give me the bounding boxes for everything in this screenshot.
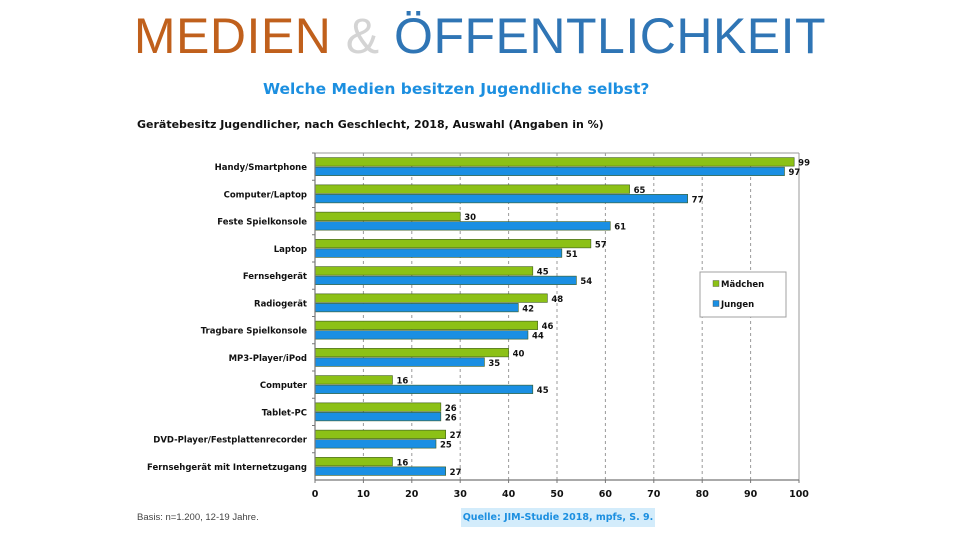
bars: [314, 157, 795, 476]
value-label: 97: [788, 168, 800, 178]
x-tick-label: 90: [744, 489, 758, 500]
value-label: 54: [580, 277, 592, 287]
chart-heading: Welche Medien besitzen Jugendliche selbs…: [263, 80, 650, 98]
x-axis: 0 10 20 30 40 50 60 70 80 90 100: [312, 152, 809, 500]
value-label: 77: [692, 195, 704, 205]
legend: Mädchen Jungen: [699, 271, 787, 318]
value-label: 35: [488, 359, 500, 369]
category-label: Radiogerät: [254, 299, 307, 309]
basis-note: Basis: n=1.200, 12-19 Jahre.: [137, 512, 259, 523]
slide-title-oeffentlichkeit: ÖFFENTLICHKEIT: [394, 8, 827, 64]
bar-jungen: [314, 166, 785, 176]
bar-maedchen: [314, 429, 446, 439]
value-label: 25: [440, 441, 452, 451]
bar-jungen: [314, 221, 611, 231]
bar-jungen: [314, 248, 563, 258]
bar-maedchen: [314, 184, 630, 194]
value-label: 65: [634, 186, 646, 196]
legend-label-maedchen: Mädchen: [721, 280, 764, 290]
category-label: Tablet-PC: [262, 408, 307, 418]
source-note: Quelle: JIM-Studie 2018, mpfs, S. 9.: [461, 508, 655, 527]
value-label: 42: [522, 304, 534, 314]
chart-title: Gerätebesitz Jugendlicher, nach Geschlec…: [137, 118, 604, 131]
x-tick-label: 70: [647, 489, 661, 500]
category-label: Computer/Laptop: [224, 190, 307, 200]
value-label: 45: [537, 268, 549, 278]
category-label: MP3-Player/iPod: [229, 354, 307, 364]
value-label: 48: [551, 295, 563, 305]
bar-maedchen: [314, 375, 393, 385]
value-label: 30: [464, 213, 476, 223]
value-label: 16: [396, 377, 408, 387]
value-label: 45: [537, 386, 549, 396]
x-tick-label: 20: [405, 489, 419, 500]
bar-maedchen: [314, 266, 534, 276]
bar-jungen: [314, 412, 442, 422]
category-label: Tragbare Spielkonsole: [201, 327, 308, 337]
x-tick-label: 80: [696, 489, 710, 500]
bar-jungen: [314, 384, 534, 394]
bar-maedchen: [314, 457, 393, 467]
bar-jungen: [314, 466, 446, 476]
legend-swatch-jungen: [712, 300, 720, 307]
value-label: 61: [614, 223, 626, 233]
value-label: 26: [445, 413, 457, 423]
category-label: Handy/Smartphone: [215, 163, 308, 173]
category-label: Feste Spielkonsole: [217, 218, 307, 228]
x-tick-label: 40: [502, 489, 516, 500]
x-tick-label: 50: [550, 489, 564, 500]
category-label: DVD-Player/Festplattenrecorder: [153, 436, 307, 446]
value-label: 27: [450, 431, 462, 441]
value-label: 27: [450, 468, 462, 478]
value-label: 99: [798, 159, 810, 169]
value-label: 51: [566, 250, 578, 260]
value-label: 16: [396, 458, 408, 468]
slide-title-ampersand: &: [345, 8, 380, 64]
x-tick-label: 60: [599, 489, 613, 500]
bar-maedchen: [314, 402, 442, 412]
legend-swatch-maedchen: [712, 280, 720, 287]
value-label: 57: [595, 240, 607, 250]
bar-jungen: [314, 357, 485, 367]
slide-title: MEDIEN & ÖFFENTLICHKEIT: [0, 6, 960, 66]
value-label: 40: [513, 349, 525, 359]
bar-maedchen: [314, 293, 548, 303]
bar-maedchen: [314, 211, 461, 221]
legend-box: [699, 271, 787, 318]
category-label: Laptop: [274, 245, 307, 255]
category-label: Fernsehgerät mit Internetzugang: [147, 463, 307, 473]
legend-label-jungen: Jungen: [720, 300, 754, 310]
category-label: Fernsehgerät: [243, 272, 307, 282]
bar-maedchen: [314, 320, 538, 330]
bar-jungen: [314, 303, 519, 313]
x-tick-label: 0: [312, 489, 319, 500]
slide-title-medien: MEDIEN: [133, 8, 332, 64]
category-labels: Handy/Smartphone Computer/Laptop Feste Spi…: [147, 163, 308, 473]
value-label: 44: [532, 332, 544, 342]
category-label: Computer: [260, 381, 308, 391]
bar-maedchen: [314, 348, 509, 358]
value-label: 46: [542, 322, 554, 332]
bar-jungen: [314, 330, 529, 340]
bar-maedchen: [314, 157, 795, 167]
x-tick-label: 100: [789, 489, 809, 500]
x-tick-label: 10: [357, 489, 371, 500]
x-tick-label: 30: [454, 489, 468, 500]
value-label: 26: [445, 404, 457, 414]
bar-jungen: [314, 194, 688, 204]
bar-jungen: [314, 439, 437, 449]
bar-maedchen: [314, 239, 592, 249]
